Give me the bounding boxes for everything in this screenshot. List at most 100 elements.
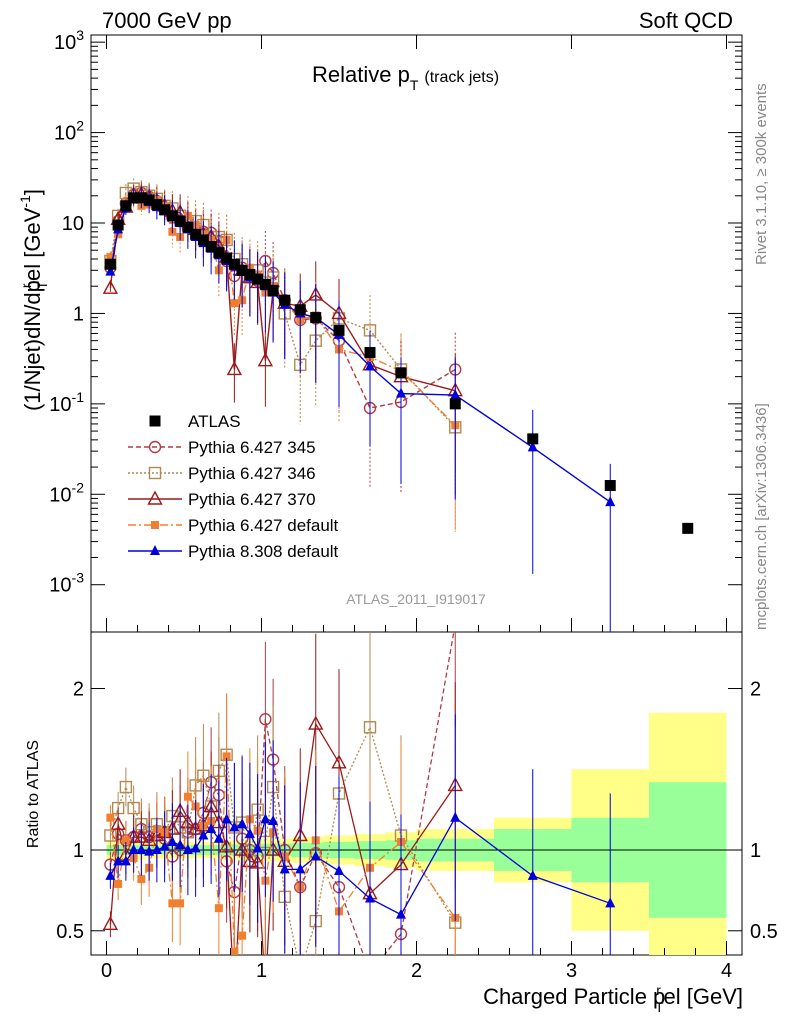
ratio-point <box>244 827 255 838</box>
ratio-point <box>136 844 147 855</box>
ratio-point <box>334 865 344 876</box>
y-axis-label-sup: r <box>18 283 34 288</box>
ratio-point <box>190 842 201 853</box>
data-point <box>682 522 694 534</box>
ratio-point <box>121 836 130 845</box>
series-point <box>450 389 461 400</box>
data-point <box>120 200 132 212</box>
y-tick-label: 10-3 <box>49 570 84 597</box>
ratio-point <box>168 899 177 908</box>
y-axis-label-main: (1/Njet)dN/dp <box>20 280 45 411</box>
rivet-note: Rivet 3.1.10, ≥ 300k events <box>753 83 770 265</box>
y-tick-exponent: 3 <box>76 27 84 43</box>
x-axis-label-main: Charged Particle p <box>483 984 665 1009</box>
data-point <box>244 268 256 280</box>
ratio-point <box>527 869 538 880</box>
data-point <box>364 346 376 358</box>
y-tick-base: 1 <box>73 303 84 325</box>
ratio-point <box>182 844 193 855</box>
y-axis-label-sup2: -1 <box>17 195 33 208</box>
legend-label: ATLAS <box>188 412 241 431</box>
series-point <box>365 360 375 371</box>
series-point <box>605 496 616 507</box>
data-point <box>527 433 539 445</box>
ratio-point <box>119 780 133 794</box>
ratio-tick-label-right: 1 <box>750 840 761 862</box>
energy-label: 7000 GeV pp <box>102 8 232 33</box>
plot-title: Relative pT (track jets) <box>312 62 499 93</box>
ratio-point <box>113 855 124 866</box>
ratio-point <box>137 875 146 884</box>
data-point <box>205 240 217 252</box>
y-axis-label: (1/Njet)dN/dprTel [GeV-1] <box>17 189 50 411</box>
y-axis-label-sub: T <box>34 281 50 290</box>
data-point <box>104 258 116 270</box>
y-tick-base: 10 <box>49 575 71 597</box>
ratio-point <box>310 850 321 861</box>
ratio-point <box>268 814 279 825</box>
ratio-point <box>363 721 377 734</box>
ratio-line-0 <box>109 632 455 955</box>
ratio-point <box>175 839 186 850</box>
data-point <box>333 324 345 336</box>
y-tick-label: 1 <box>73 303 84 325</box>
ratio-point <box>198 829 209 840</box>
ratio-point <box>221 813 232 824</box>
ratio-point <box>127 801 140 815</box>
x-tick-label: 1 <box>256 960 267 982</box>
ratio-point <box>176 899 185 908</box>
y-tick-label: 10 <box>62 213 84 235</box>
ratio-point <box>396 908 406 919</box>
data-point <box>310 312 322 324</box>
ratio-tick-label: 0.5 <box>56 921 84 943</box>
ratio-point <box>144 845 155 856</box>
ratio-point <box>206 823 217 834</box>
x-axis-label: Charged Particle pr Tel [GeV] <box>483 982 743 1015</box>
data-point <box>395 367 407 379</box>
legend-marker <box>147 490 163 505</box>
data-point <box>294 304 306 316</box>
y-tick-label: 102 <box>54 118 84 145</box>
data-point <box>228 258 240 270</box>
ratio-point <box>450 618 461 629</box>
ratio-point <box>295 966 306 977</box>
data-point <box>159 204 171 216</box>
x-tick-label: 4 <box>721 960 732 982</box>
ratio-point <box>120 855 131 866</box>
ratio-point <box>308 715 324 730</box>
ratio-point <box>331 754 347 769</box>
mcplots-note: mcplots.cern.ch [arXiv:1306.3436] <box>753 403 770 630</box>
ratio-tick-label-right: 0.5 <box>750 921 778 943</box>
ratio-tick-label-right: 2 <box>750 679 761 701</box>
ratio-point <box>230 947 239 955</box>
y-tick-base: 10 <box>62 213 84 235</box>
x-tick-label: 2 <box>411 960 422 982</box>
series-point <box>257 352 274 367</box>
series-point <box>396 387 406 398</box>
y-tick-base: 10 <box>54 32 76 54</box>
ratio-point <box>183 792 192 801</box>
data-point <box>279 294 291 306</box>
series-point <box>527 441 538 452</box>
legend-label: Pythia 6.427 346 <box>188 464 316 483</box>
ratio-point <box>295 863 306 874</box>
legend: ATLAS Pythia 6.427 345 Pythia 6.427 346 Pyt… <box>128 412 339 561</box>
ratio-point <box>450 811 461 822</box>
ratio-point <box>128 844 139 855</box>
legend-marker <box>149 415 161 427</box>
legend-label: Pythia 6.427 default <box>188 516 339 535</box>
ratio-point <box>252 842 263 853</box>
legend-label: Pythia 8.308 default <box>188 542 339 561</box>
analysis-id: ATLAS_2011_I919017 <box>346 591 486 607</box>
data-point <box>166 210 178 222</box>
main-series-layer <box>102 178 694 632</box>
legend-marker <box>151 521 159 529</box>
legend-marker <box>148 440 162 454</box>
x-axis-label-tail: el [GeV] <box>664 984 743 1009</box>
ratio-point <box>238 931 247 940</box>
data-point <box>267 284 279 296</box>
x-axis-label-sup: r <box>656 982 661 998</box>
data-point <box>213 247 225 259</box>
series-point <box>106 253 115 262</box>
